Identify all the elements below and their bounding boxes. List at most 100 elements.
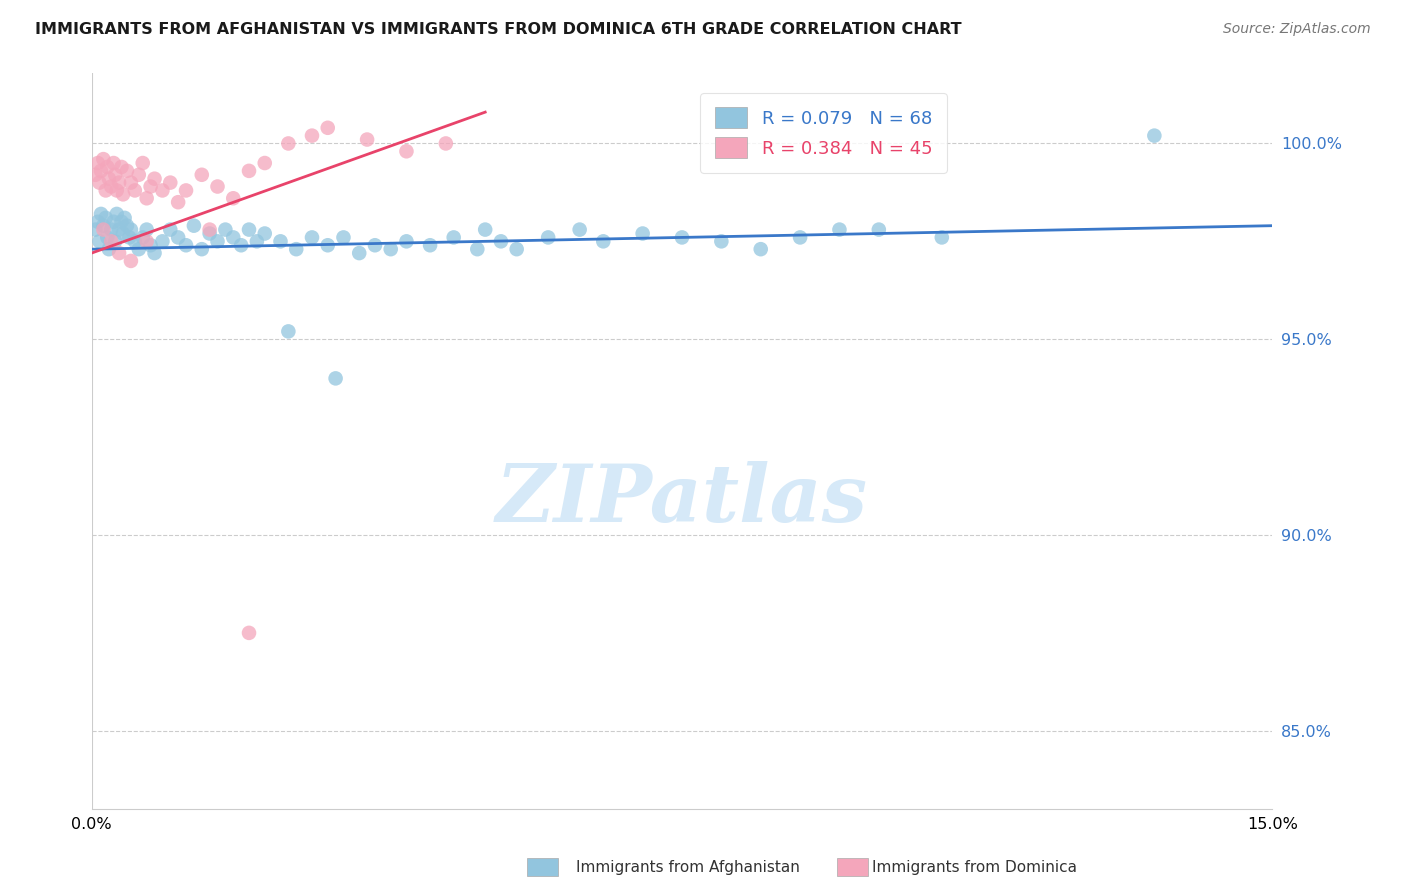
Point: [89, 176, 111, 190]
Point: [347, 246, 370, 260]
Point: [474, 222, 496, 236]
Point: [139, 238, 162, 252]
Point: [152, 235, 174, 249]
Point: [93, 219, 115, 233]
Point: [93, 152, 115, 166]
Point: [128, 168, 150, 182]
Point: [135, 235, 157, 249]
Point: [94, 211, 117, 225]
Point: [100, 235, 122, 249]
Text: IMMIGRANTS FROM AFGHANISTAN VS IMMIGRANTS FROM DOMINICA 6TH GRADE CORRELATION CH: IMMIGRANTS FROM AFGHANISTAN VS IMMIGRANT…: [35, 22, 962, 37]
Legend: R = 0.079   N = 68, R = 0.384   N = 45: R = 0.079 N = 68, R = 0.384 N = 45: [700, 93, 948, 173]
Point: [332, 230, 354, 244]
Point: [135, 191, 157, 205]
Point: [749, 242, 772, 256]
Point: [143, 246, 166, 260]
Point: [592, 235, 614, 249]
Point: [631, 227, 654, 241]
Text: Immigrants from Dominica: Immigrants from Dominica: [872, 860, 1077, 874]
Point: [214, 222, 236, 236]
Point: [419, 238, 441, 252]
Point: [238, 164, 260, 178]
Point: [443, 230, 465, 244]
Point: [96, 160, 118, 174]
Point: [285, 242, 308, 256]
Point: [537, 230, 560, 244]
Point: [238, 222, 260, 236]
Point: [671, 230, 693, 244]
Point: [104, 168, 127, 182]
Point: [710, 235, 733, 249]
Point: [198, 227, 221, 241]
Point: [159, 176, 181, 190]
Point: [207, 235, 229, 249]
Point: [120, 176, 142, 190]
Point: [90, 164, 112, 178]
Point: [828, 222, 851, 236]
Point: [152, 183, 174, 197]
Point: [395, 145, 418, 159]
Point: [94, 183, 117, 197]
Point: [108, 222, 131, 236]
Point: [96, 230, 118, 244]
Point: [159, 222, 181, 236]
Point: [183, 219, 205, 233]
Point: [931, 230, 953, 244]
Point: [105, 183, 128, 197]
Point: [87, 156, 110, 170]
Point: [868, 222, 890, 236]
Point: [143, 171, 166, 186]
Point: [277, 325, 299, 339]
Point: [316, 238, 339, 252]
Point: [364, 238, 387, 252]
Point: [112, 227, 135, 241]
Point: [124, 183, 146, 197]
Point: [167, 195, 190, 210]
Point: [270, 235, 292, 249]
Point: [434, 136, 457, 151]
Point: [120, 222, 142, 236]
Point: [132, 230, 155, 244]
Point: [114, 211, 136, 225]
Point: [246, 235, 269, 249]
Point: [100, 179, 122, 194]
Point: [253, 227, 276, 241]
Point: [104, 235, 127, 249]
Point: [222, 230, 245, 244]
Text: ZIPatlas: ZIPatlas: [496, 461, 868, 539]
Point: [118, 230, 141, 244]
Point: [253, 156, 276, 170]
Point: [301, 128, 323, 143]
Point: [110, 215, 132, 229]
Point: [132, 156, 155, 170]
Point: [112, 187, 135, 202]
Text: Immigrants from Afghanistan: Immigrants from Afghanistan: [576, 860, 800, 874]
Text: Source: ZipAtlas.com: Source: ZipAtlas.com: [1223, 22, 1371, 37]
Point: [120, 254, 142, 268]
Point: [84, 222, 107, 236]
Point: [128, 242, 150, 256]
Point: [231, 238, 253, 252]
Point: [238, 626, 260, 640]
Point: [93, 222, 115, 236]
Point: [174, 183, 197, 197]
Point: [97, 242, 120, 256]
Point: [108, 176, 131, 190]
Point: [505, 242, 527, 256]
Point: [380, 242, 402, 256]
Point: [100, 222, 122, 236]
Point: [108, 246, 131, 260]
Point: [465, 242, 488, 256]
Point: [356, 132, 378, 146]
Point: [103, 156, 125, 170]
Point: [110, 160, 132, 174]
Point: [103, 215, 125, 229]
Point: [89, 235, 111, 249]
Point: [489, 235, 512, 249]
Point: [1143, 128, 1166, 143]
Point: [789, 230, 811, 244]
Point: [139, 179, 162, 194]
Point: [568, 222, 591, 236]
Point: [198, 222, 221, 236]
Point: [325, 371, 347, 385]
